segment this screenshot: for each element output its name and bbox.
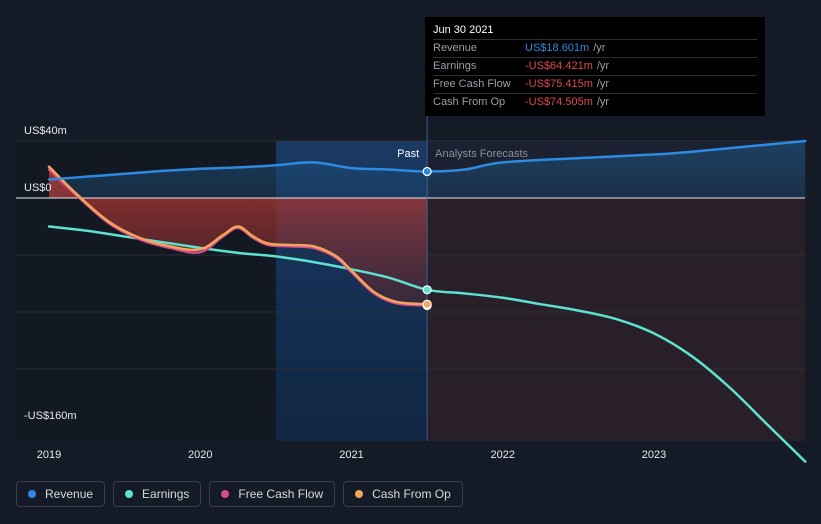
x-tick-label: 2022: [491, 449, 515, 461]
chart-legend: Revenue Earnings Free Cash Flow Cash Fro…: [16, 481, 463, 507]
data-point-marker: [422, 299, 432, 309]
tooltip-row-cash-from-op: Cash From Op -US$74.505m /yr: [433, 93, 757, 111]
tooltip-label: Revenue: [433, 42, 478, 54]
legend-label: Cash From Op: [372, 487, 451, 501]
x-tick-label: 2021: [339, 449, 363, 461]
tooltip-row-earnings: Earnings -US$64.421m /yr: [433, 57, 757, 75]
tooltip-label: Earnings: [433, 60, 477, 72]
tooltip-label: Cash From Op: [433, 96, 506, 108]
legend-dot-icon: [125, 490, 134, 498]
data-tooltip: Jun 30 2021 Revenue US$18.601m /yr Earni…: [425, 17, 765, 116]
forecast-label: Analysts Forecasts: [435, 148, 528, 160]
legend-item-cash-from-op[interactable]: Cash From Op: [343, 481, 463, 507]
tooltip-value: US$18.601m: [525, 42, 590, 54]
tooltip-row-revenue: Revenue US$18.601m /yr: [433, 39, 757, 57]
tooltip-date: Jun 30 2021: [433, 24, 494, 36]
tooltip-unit: /yr: [596, 60, 610, 72]
y-tick-label: -US$160m: [24, 410, 77, 422]
cash-from-op-line: [47, 165, 429, 306]
legend-dot-icon: [28, 490, 36, 498]
x-tick-label: 2020: [188, 449, 212, 461]
x-tick-label: 2019: [37, 449, 61, 461]
y-tick-label: US$0: [24, 182, 52, 194]
data-point-marker: [422, 285, 432, 295]
tooltip-label: Free Cash Flow: [433, 78, 511, 90]
legend-item-free-cash-flow[interactable]: Free Cash Flow: [209, 481, 336, 507]
x-tick-label: 2023: [642, 449, 666, 461]
tooltip-unit: /yr: [593, 42, 606, 54]
data-point-marker: [422, 166, 432, 177]
legend-dot-icon: [221, 490, 230, 498]
tooltip-unit: /yr: [596, 96, 610, 108]
cash-flow-loss-area: [49, 166, 428, 305]
legend-dot-icon: [355, 490, 364, 498]
revenue-area: [49, 141, 806, 198]
legend-label: Earnings: [142, 487, 190, 501]
tooltip-row-free-cash-flow: Free Cash Flow -US$75.415m /yr: [433, 75, 757, 93]
past-label: Past: [397, 148, 419, 160]
tooltip-value: -US$64.421m: [525, 60, 593, 72]
tooltip-value: -US$74.505m: [525, 96, 593, 108]
legend-item-earnings[interactable]: Earnings: [113, 481, 202, 507]
legend-label: Revenue: [45, 487, 94, 501]
tooltip-value: -US$75.415m: [525, 78, 593, 90]
legend-label: Free Cash Flow: [238, 487, 324, 501]
legend-item-revenue[interactable]: Revenue: [16, 481, 106, 507]
tooltip-unit: /yr: [596, 78, 610, 90]
y-tick-label: US$40m: [24, 125, 67, 137]
revenue-line: [47, 139, 807, 181]
